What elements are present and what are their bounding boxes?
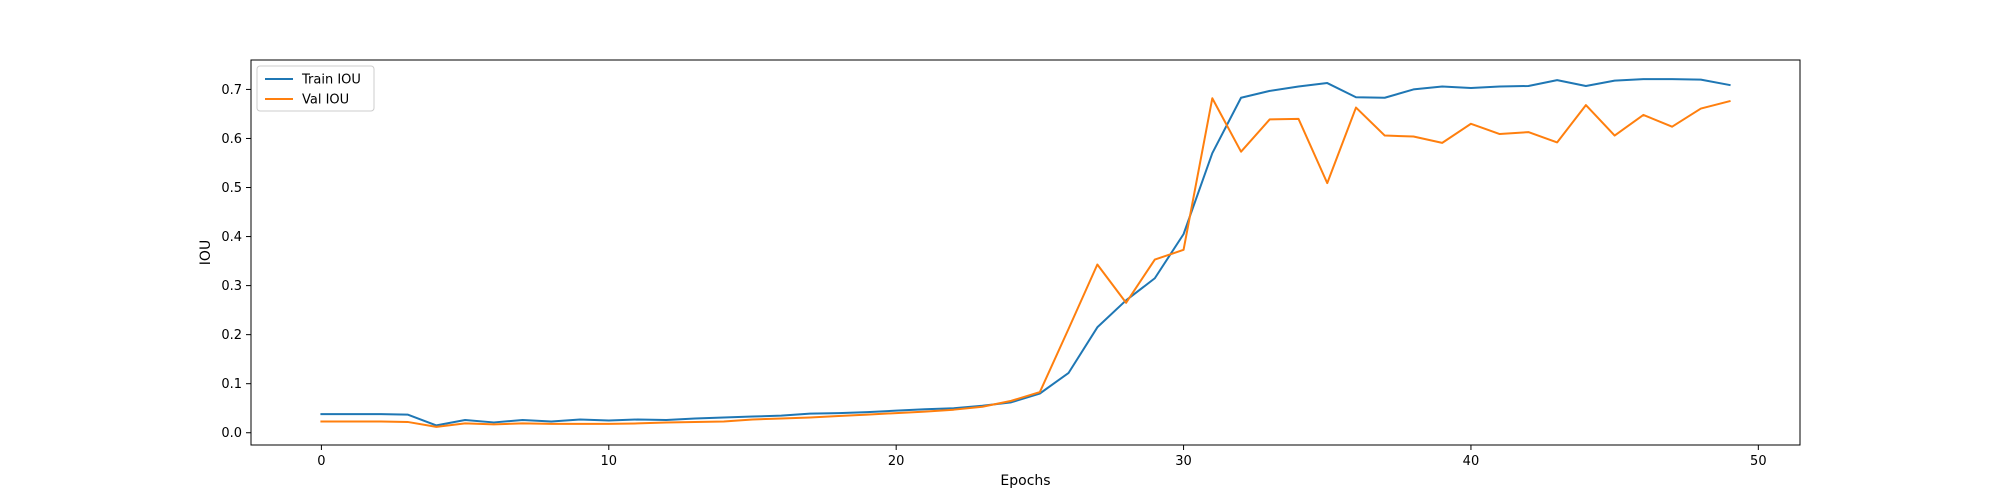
legend: Train IOU Val IOU <box>256 65 375 112</box>
x-axis-title: Epochs <box>1000 473 1050 489</box>
y-tick-label: 0.0 <box>221 426 242 441</box>
y-tick-label: 0.6 <box>221 132 242 147</box>
x-tick-label: 40 <box>1463 454 1480 469</box>
series-line-val-iou <box>320 97 1731 428</box>
y-axis-title: IOU <box>198 240 214 265</box>
y-tick-label: 0.1 <box>221 377 242 392</box>
plot-frame <box>250 59 1801 446</box>
legend-label: Val IOU <box>302 93 349 108</box>
y-tick-label: 0.5 <box>221 181 242 196</box>
y-tick-label: 0.2 <box>221 328 242 343</box>
x-tick-label: 10 <box>601 454 618 469</box>
x-axis: 0 10 20 30 40 50 <box>317 445 1767 469</box>
legend-label: Train IOU <box>301 73 361 88</box>
x-tick-label: 20 <box>888 454 905 469</box>
y-tick-label: 0.4 <box>221 230 242 245</box>
series-layer <box>320 78 1731 428</box>
x-tick-label: 0 <box>317 454 325 469</box>
x-tick-label: 30 <box>1175 454 1192 469</box>
y-axis: 0.0 0.1 0.2 0.3 0.4 0.5 0.6 0.7 <box>221 83 251 441</box>
y-tick-label: 0.3 <box>221 279 242 294</box>
x-tick-label: 50 <box>1750 454 1767 469</box>
y-tick-label: 0.7 <box>221 83 242 98</box>
series-line-train-iou <box>320 78 1731 427</box>
